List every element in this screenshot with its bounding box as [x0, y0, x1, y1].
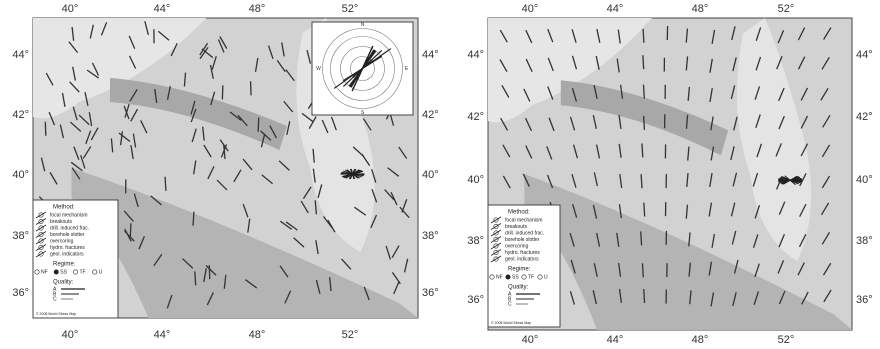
latitude-label: 38°	[422, 230, 439, 242]
legend-method: borehole slotter	[505, 237, 540, 243]
stress-indicator	[643, 29, 644, 43]
legend-regime: NF	[41, 269, 48, 275]
latitude-label: 42°	[467, 111, 484, 123]
legend-regime: SS	[60, 269, 67, 275]
longitude-label: 40°	[62, 329, 79, 341]
latitude-label: 36°	[467, 294, 484, 306]
longitude-label: 48°	[249, 3, 266, 15]
regime-symbol	[54, 270, 58, 274]
legend-title: Method:	[508, 210, 530, 216]
longitude-label: 52°	[778, 334, 795, 346]
longitude-label: 48°	[692, 334, 709, 346]
latitude-label: 36°	[422, 287, 439, 299]
regime-symbol	[522, 275, 526, 279]
legend-credit: © 2008 World Stress Map	[36, 312, 76, 316]
longitude-label: 52°	[342, 329, 359, 341]
rose-label: W	[316, 66, 321, 72]
stress-indicator	[644, 203, 645, 217]
legend-method: borehole slotter	[50, 232, 85, 238]
regime-symbol	[490, 275, 494, 279]
regime-symbol	[538, 275, 542, 279]
legend-title: Regime:	[53, 262, 76, 268]
legend-method: geol. indicators	[50, 251, 84, 257]
latitude-label: 36°	[12, 287, 29, 299]
regime-symbol	[35, 270, 39, 274]
legend-method: overcoring	[50, 238, 74, 244]
stress-indicator	[641, 174, 642, 188]
stress-indicator	[258, 118, 259, 132]
legend-title: Quality:	[508, 285, 529, 291]
latitude-label: 40°	[467, 174, 484, 186]
rose-label: N	[361, 22, 365, 28]
stress-indicator	[642, 144, 643, 158]
latitude-label: 40°	[12, 169, 29, 181]
latitude-label: 44°	[856, 49, 873, 61]
legend-method: hydro. fractures	[505, 250, 540, 256]
legend-method: drill. induced frac.	[50, 225, 89, 231]
latitude-label: 40°	[422, 169, 439, 181]
legend: Method:focal mechanismbreakoutsdrill. in…	[33, 200, 118, 318]
legend: Method:focal mechanismbreakoutsdrill. in…	[488, 205, 560, 327]
legend-title: Regime:	[508, 267, 531, 273]
latitude-label: 38°	[12, 230, 29, 242]
legend-regime: TF	[528, 274, 534, 280]
longitude-label: 44°	[154, 3, 171, 15]
legend-regime: U	[99, 269, 103, 275]
longitude-label: 40°	[522, 3, 539, 15]
legend-method: drill. induced frac.	[505, 230, 544, 236]
latitude-label: 38°	[856, 235, 873, 247]
legend-regime: NF	[496, 274, 503, 280]
stress-indicator	[193, 212, 194, 226]
latitude-label: 44°	[12, 49, 29, 61]
legend-method: breakouts	[50, 219, 72, 225]
latitude-label: 44°	[467, 49, 484, 61]
latitude-label: 44°	[422, 49, 439, 61]
legend-title: Method:	[53, 205, 75, 211]
longitude-label: 52°	[778, 3, 795, 15]
legend-quality: C	[53, 296, 57, 302]
longitude-label: 44°	[607, 3, 624, 15]
latitude-label: 38°	[467, 235, 484, 247]
longitude-label: 44°	[154, 329, 171, 341]
longitude-label: 40°	[62, 3, 79, 15]
legend-method: focal mechanism	[505, 217, 543, 223]
latitude-label: 42°	[12, 109, 29, 121]
longitude-label: 48°	[692, 3, 709, 15]
longitude-label: 40°	[522, 334, 539, 346]
legend-method: geol. indicators	[505, 256, 539, 262]
stress-indicator	[644, 85, 645, 99]
stress-indicator	[643, 55, 644, 69]
map: 40° 40° 44° 44° 48° 48° 52° 52° 44° 44° 42° 42° 40° 4…	[12, 3, 438, 341]
longitude-label: 52°	[342, 3, 359, 15]
legend-method: hydro. fractures	[50, 245, 85, 251]
stress-indicator	[641, 231, 642, 245]
legend-method: focal mechanism	[50, 212, 88, 218]
latitude-label: 36°	[856, 294, 873, 306]
longitude-label: 44°	[607, 334, 624, 346]
legend-method: breakouts	[505, 224, 527, 230]
stress-indicator	[644, 289, 645, 303]
stress-indicator	[130, 223, 131, 237]
regime-symbol	[506, 275, 510, 279]
legend-regime: U	[544, 274, 548, 280]
regime-symbol	[93, 270, 97, 274]
legend-title: Quality:	[53, 280, 74, 286]
legend-method: overcoring	[505, 243, 529, 249]
legend-regime: SS	[512, 274, 519, 280]
stress-indicator	[642, 263, 643, 277]
latitude-label: 42°	[422, 109, 439, 121]
regime-symbol	[73, 270, 77, 274]
latitude-label: 40°	[856, 174, 873, 186]
legend-credit: © 2008 World Stress Map	[491, 321, 531, 325]
stress-indicator	[644, 116, 645, 130]
latitude-label: 42°	[856, 111, 873, 123]
legend-quality: C	[508, 301, 512, 307]
stress-indicator	[165, 177, 166, 191]
longitude-label: 48°	[249, 329, 266, 341]
stress-indicator	[195, 271, 196, 285]
map: 40° 40° 44° 44° 48° 48° 52° 52° 44° 44° 42° 42° 40° 4…	[467, 3, 872, 346]
legend-regime: TF	[80, 269, 86, 275]
stress-maps: 40° 40° 44° 44° 48° 48° 52° 52° 44° 44° 42° 42° 40° 4…	[0, 0, 880, 349]
